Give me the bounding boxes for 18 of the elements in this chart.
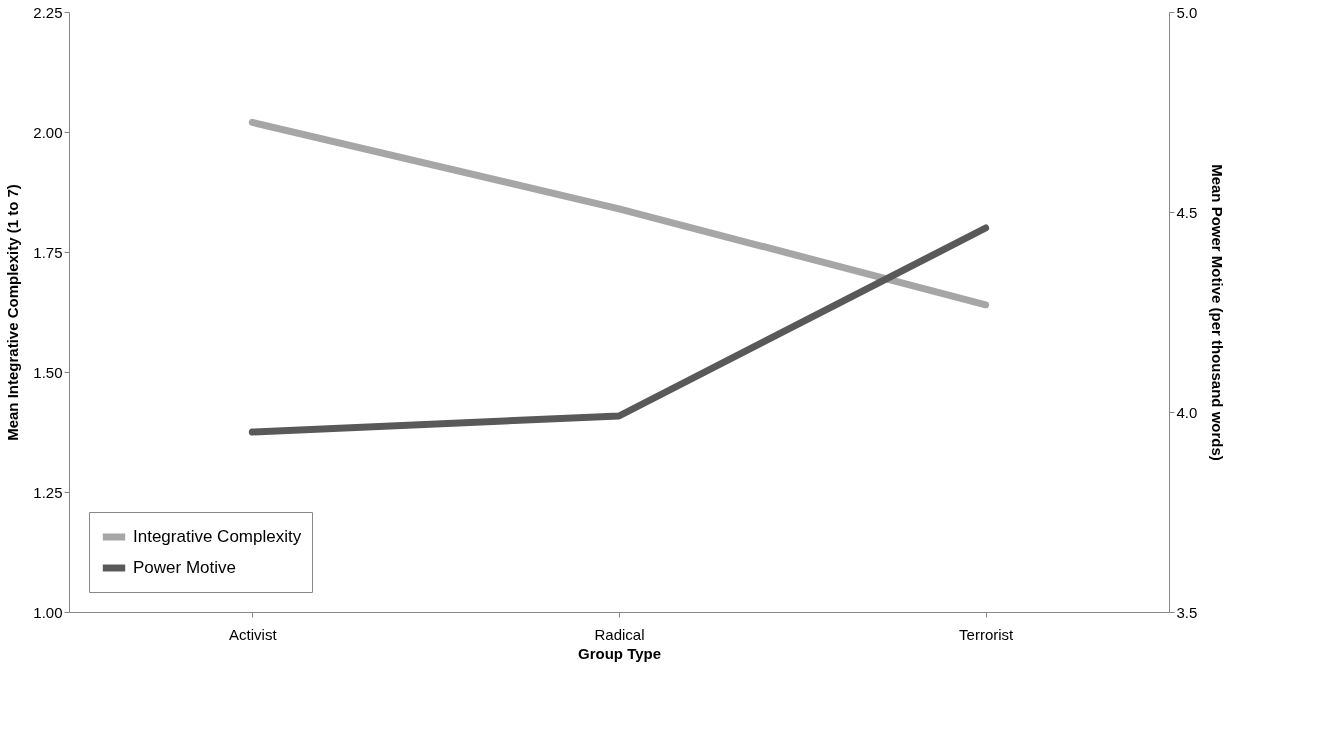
legend-label: Power Motive (133, 558, 236, 577)
y2-tick-label: 5.0 (1176, 3, 1198, 21)
y2-tick-label: 4.5 (1176, 203, 1198, 221)
y-tick-label: 1.25 (33, 483, 63, 501)
x-tick-label: Radical (594, 625, 645, 643)
x-tick-label: Activist (229, 625, 278, 643)
x-tick-label: Terrorist (959, 625, 1015, 643)
y2-tick-label: 3.5 (1176, 603, 1198, 621)
y-axis-title: Mean Integrative Complexity (1 to 7) (4, 184, 22, 441)
y-tick-label: 1.75 (33, 243, 63, 261)
y-tick-label: 1.00 (33, 603, 63, 621)
y2-tick-label: 4.0 (1176, 403, 1198, 421)
legend-label: Integrative Complexity (133, 527, 302, 546)
y-tick-label: 2.00 (33, 123, 63, 141)
x-axis-title: Group Type (577, 644, 662, 662)
y2-axis-title: Mean Power Motive (per thousand words) (1209, 164, 1227, 461)
y-tick-label: 1.50 (33, 363, 63, 381)
y-tick-label: 2.25 (33, 3, 63, 21)
